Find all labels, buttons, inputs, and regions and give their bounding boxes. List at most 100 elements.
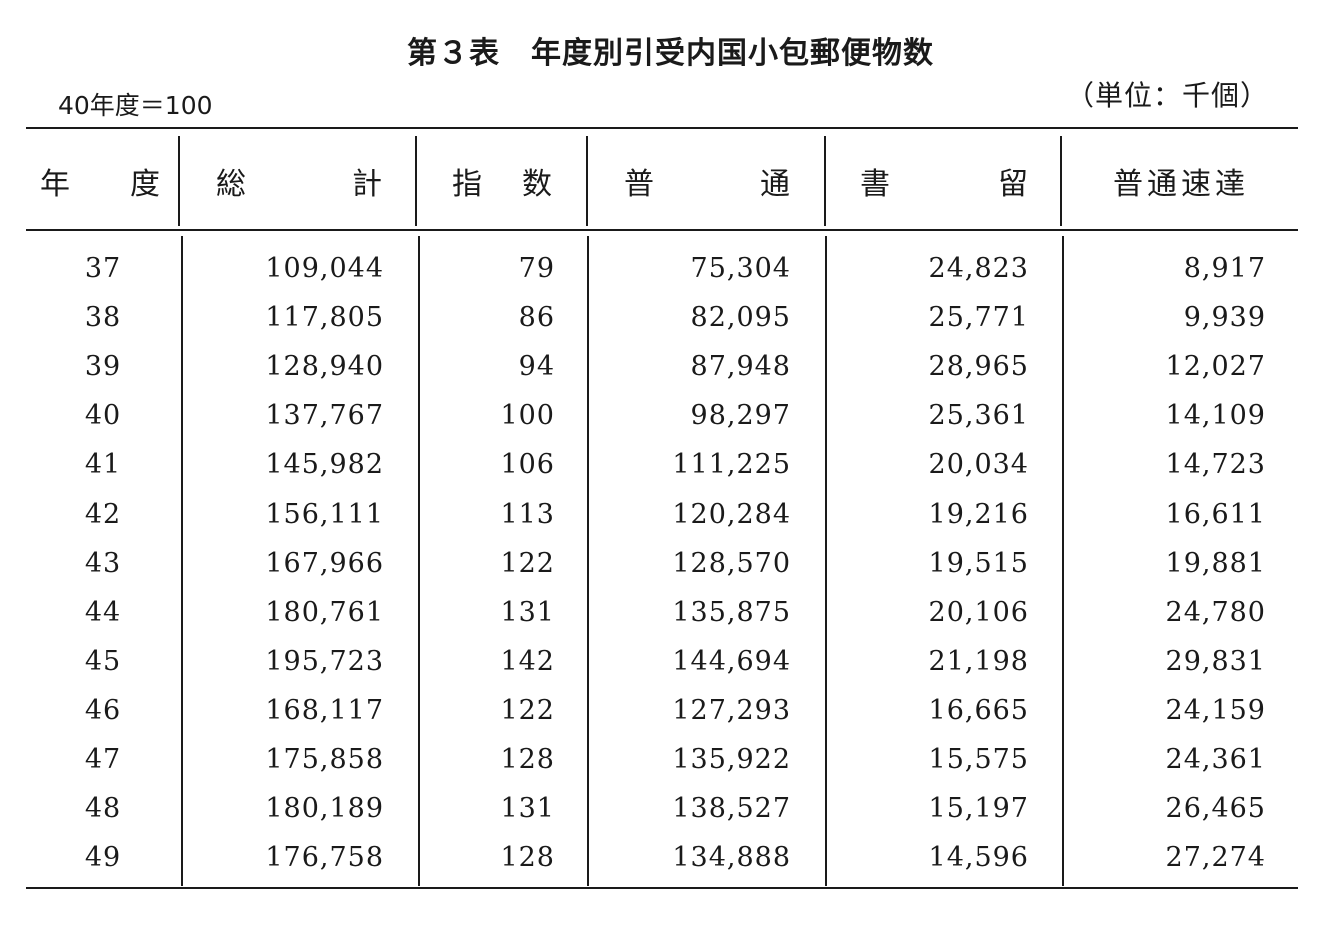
cell-ordinary: 144,694 [672, 645, 791, 677]
cell-total: 180,189 [265, 793, 384, 825]
cell-total: 176,758 [265, 842, 384, 874]
cell-year: 48 [84, 793, 122, 825]
cell-year: 38 [84, 302, 122, 334]
table-row: 48 180,189 131 138,527 15,197 26,465 [26, 784, 1298, 833]
cell-year: 37 [84, 253, 122, 285]
column-divider [418, 236, 420, 886]
table-row: 47 175,858 128 135,922 15,575 24,361 [26, 735, 1298, 784]
cell-total: 137,767 [265, 400, 384, 432]
cell-express: 16,611 [1165, 498, 1266, 530]
cell-express: 14,109 [1165, 400, 1266, 432]
cell-year: 44 [84, 596, 122, 628]
column-divider [415, 136, 417, 226]
cell-index: 142 [500, 645, 555, 677]
header-ordinary: 普 通 [624, 136, 790, 226]
cell-ordinary: 120,284 [672, 498, 791, 530]
table-row: 42 156,111 113 120,284 19,216 16,611 [26, 489, 1298, 538]
cell-index: 113 [500, 498, 555, 530]
cell-year: 41 [84, 449, 122, 481]
cell-registered: 16,665 [928, 694, 1029, 726]
table-row: 45 195,723 142 144,694 21,198 29,831 [26, 637, 1298, 686]
header-rule [26, 229, 1298, 231]
cell-express: 24,780 [1165, 596, 1266, 628]
header-total-char: 計 [352, 167, 382, 202]
cell-express: 24,159 [1165, 694, 1266, 726]
cell-registered: 19,216 [928, 498, 1029, 530]
cell-ordinary: 138,527 [672, 793, 791, 825]
cell-ordinary: 111,225 [672, 449, 791, 481]
header-ordinary-char: 普 [624, 167, 654, 202]
cell-index: 86 [518, 302, 555, 334]
header-year-char: 度 [130, 167, 160, 202]
cell-registered: 25,771 [928, 302, 1029, 334]
table-row: 43 167,966 122 128,570 19,515 19,881 [26, 539, 1298, 588]
cell-index: 106 [500, 449, 555, 481]
column-divider [1062, 236, 1064, 886]
cell-year: 39 [84, 351, 122, 383]
header-express-label: 普通速達 [1113, 167, 1249, 202]
cell-total: 156,111 [265, 498, 384, 530]
table-row: 40 137,767 100 98,297 25,361 14,109 [26, 391, 1298, 440]
table-title: 第３表 年度別引受内国小包郵便物数 [407, 36, 934, 71]
header-express: 普通速達 [1096, 136, 1266, 226]
cell-index: 122 [500, 547, 555, 579]
table-row: 39 128,940 94 87,948 28,965 12,027 [26, 342, 1298, 391]
header-year-char: 年 [40, 167, 70, 202]
cell-express: 14,723 [1165, 449, 1266, 481]
column-divider [178, 136, 180, 226]
cell-index: 131 [500, 793, 555, 825]
cell-ordinary: 134,888 [672, 842, 791, 874]
table-row: 41 145,982 106 111,225 20,034 14,723 [26, 440, 1298, 489]
cell-ordinary: 135,875 [672, 596, 791, 628]
parcel-table: 37 109,044 79 75,304 24,823 8,917 38 117,805 86 8… [26, 244, 1298, 882]
base-year-note: 40年度＝100 [58, 91, 213, 120]
cell-express: 19,881 [1165, 547, 1266, 579]
cell-year: 43 [84, 547, 122, 579]
header-registered: 書 留 [860, 136, 1028, 226]
cell-year: 42 [84, 498, 122, 530]
table-body: 37 109,044 79 75,304 24,823 8,917 38 117,805 86 8… [26, 244, 1298, 882]
cell-year: 45 [84, 645, 122, 677]
column-divider [586, 136, 588, 226]
header-total: 総 計 [216, 136, 382, 226]
cell-total: 128,940 [265, 351, 384, 383]
column-divider [825, 236, 827, 886]
cell-index: 94 [518, 351, 555, 383]
cell-total: 167,966 [265, 547, 384, 579]
cell-express: 29,831 [1165, 645, 1266, 677]
header-ordinary-char: 通 [760, 167, 790, 202]
cell-express: 9,939 [1183, 302, 1266, 334]
column-divider [181, 236, 183, 886]
cell-express: 24,361 [1165, 743, 1266, 775]
column-divider [587, 236, 589, 886]
unit-note: （単位：千個） [1065, 79, 1269, 112]
cell-registered: 24,823 [928, 253, 1029, 285]
header-total-char: 総 [216, 167, 246, 202]
column-divider [824, 136, 826, 226]
table-row: 44 180,761 131 135,875 20,106 24,780 [26, 588, 1298, 637]
cell-total: 145,982 [265, 449, 384, 481]
cell-year: 46 [84, 694, 122, 726]
cell-ordinary: 87,948 [690, 351, 791, 383]
cell-index: 79 [518, 253, 555, 285]
header-registered-char: 書 [860, 167, 890, 202]
cell-year: 47 [84, 743, 122, 775]
cell-registered: 19,515 [928, 547, 1029, 579]
cell-total: 168,117 [265, 694, 384, 726]
cell-registered: 25,361 [928, 400, 1029, 432]
cell-ordinary: 75,304 [690, 253, 791, 285]
cell-index: 122 [500, 694, 555, 726]
cell-ordinary: 82,095 [690, 302, 791, 334]
cell-registered: 21,198 [928, 645, 1029, 677]
cell-year: 49 [84, 842, 122, 874]
table-row: 49 176,758 128 134,888 14,596 27,274 [26, 833, 1298, 882]
cell-express: 27,274 [1165, 842, 1266, 874]
cell-ordinary: 127,293 [672, 694, 791, 726]
cell-registered: 28,965 [928, 351, 1029, 383]
header-registered-char: 留 [998, 167, 1028, 202]
cell-ordinary: 128,570 [672, 547, 791, 579]
cell-total: 180,761 [265, 596, 384, 628]
cell-ordinary: 135,922 [672, 743, 791, 775]
cell-registered: 15,197 [928, 793, 1029, 825]
cell-ordinary: 98,297 [690, 400, 791, 432]
